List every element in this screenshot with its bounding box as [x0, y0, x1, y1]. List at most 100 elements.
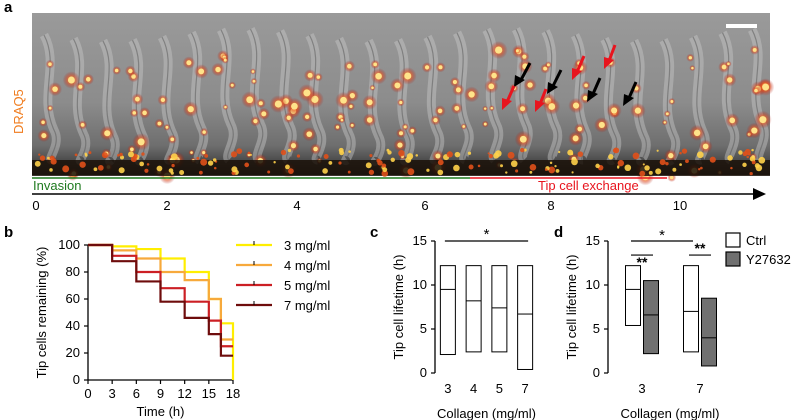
x-tick-label: 7 [522, 381, 529, 396]
nucleus-core [522, 54, 527, 59]
vessel-nucleus [139, 161, 145, 167]
x-tick-label: 18 [226, 386, 240, 401]
vessel-nucleus [322, 168, 328, 174]
vessel-nucleus [144, 168, 149, 173]
panel-d-letter: d [554, 224, 564, 241]
x-tick-label: 4 [470, 381, 477, 396]
vessel-nucleus [656, 149, 659, 152]
significance-label: ** [695, 240, 706, 256]
nucleus-core [527, 82, 533, 88]
nucleus-core [274, 100, 282, 108]
vessel-nucleus [207, 160, 214, 166]
x-tick-label: 9 [157, 386, 164, 401]
vessel-nucleus [665, 161, 669, 166]
vessel-nucleus [74, 153, 78, 157]
vessel-nucleus [38, 153, 41, 156]
vessel-nucleus [141, 152, 145, 156]
nucleus-core [398, 131, 404, 136]
nucleus-core [572, 102, 580, 109]
y-tick-label: 20 [66, 345, 80, 360]
vessel-base [32, 160, 770, 176]
vessel-nucleus [617, 166, 620, 169]
red-arrow [502, 85, 516, 110]
nucleus-core [546, 63, 550, 67]
y-tick-label: 5 [420, 321, 427, 336]
nucleus-core [335, 125, 340, 129]
nucleus-core [304, 114, 310, 119]
vessel-nucleus [742, 151, 748, 157]
vessel-nucleus [500, 164, 504, 168]
nucleus-core [424, 65, 430, 70]
black-arrow [547, 69, 563, 94]
vessel-nucleus [236, 148, 243, 155]
cell-edge [43, 34, 57, 161]
vessel-nucleus [287, 148, 292, 153]
vessel-nucleus [387, 150, 392, 155]
vessel-nucleus [198, 170, 203, 175]
nucleus-core [187, 106, 194, 113]
significance-label: * [484, 226, 490, 243]
x-axis-label: Time (h) [137, 404, 185, 419]
nucleus-core [404, 72, 412, 80]
nucleus-core [455, 87, 461, 93]
y-tick-label: 100 [58, 237, 80, 252]
nucleus-core [394, 82, 401, 89]
nucleus-core [373, 62, 378, 67]
lifetime-box [625, 265, 641, 326]
vessel-nucleus [454, 151, 461, 158]
x-tick-label: 0 [84, 386, 91, 401]
nucleus-core [170, 137, 175, 142]
nucleus-core [132, 111, 137, 115]
vessel-nucleus [544, 168, 548, 171]
nucleus-core [519, 135, 527, 143]
vessel-nucleus [742, 162, 747, 168]
vessel-nucleus [659, 159, 666, 166]
panel-a-letter: a [4, 0, 13, 16]
legend-label: 4 mg/ml [284, 258, 330, 273]
survival-chart: 0 20 40 60 80 100 0 3 6 9 12 15 18 Time (h) Tip cells … [34, 237, 330, 419]
nucleus-core [340, 96, 347, 104]
vessel-nucleus [168, 168, 174, 173]
vessel-nucleus [415, 154, 418, 157]
vessel-nucleus [515, 169, 519, 173]
vessel-nucleus [244, 162, 250, 168]
lifetime-chart: 0 5 10 15 3 4 5 7 Collagen (mg/ml) Tip cell lifet… [391, 226, 536, 420]
nucleus-core [48, 62, 52, 66]
vessel-nucleus [523, 148, 527, 152]
vessel-nucleus [642, 163, 645, 166]
nucleus-core [290, 143, 296, 149]
y-tick-label: 15 [586, 233, 600, 248]
nucleus-core [52, 86, 58, 92]
nucleus-core [598, 121, 605, 129]
nucleus-core [202, 151, 206, 155]
vessel-nucleus [529, 170, 533, 174]
nucleus-core [572, 135, 579, 142]
vessel-nucleus [84, 153, 88, 157]
nucleus-core [669, 175, 674, 180]
y-tick-label: 0 [420, 365, 427, 380]
nucleus-core [634, 107, 642, 114]
nucleus-core [483, 122, 487, 126]
red-arrow [572, 55, 586, 80]
nucleus-core [634, 86, 639, 91]
nucleus-core [41, 120, 45, 125]
vessel-nucleus [467, 151, 472, 155]
vessel-nucleus [88, 151, 92, 155]
vessel-nucleus [558, 150, 561, 154]
y-tick-label: 15 [413, 233, 427, 248]
vessel-nucleus [285, 164, 290, 170]
nucleus-core [752, 47, 757, 52]
vessel-nucleus [727, 155, 733, 161]
exchange-label: Tip cell exchange [538, 178, 639, 193]
nucleus-core [668, 152, 674, 159]
timeline-tick-label: 0 [32, 198, 39, 213]
vessel-nucleus [338, 161, 342, 165]
vessel-nucleus [655, 168, 662, 175]
vessel-nucleus [487, 152, 490, 155]
vessel-nucleus [47, 156, 50, 160]
vessel-nucleus [505, 171, 508, 174]
nucleus-core [223, 58, 227, 62]
vessel-nucleus [738, 150, 743, 155]
y-tick-label: 10 [586, 277, 600, 292]
black-arrow [587, 77, 602, 102]
